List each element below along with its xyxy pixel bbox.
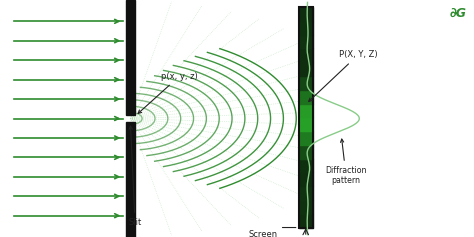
Bar — [299, 117, 313, 131]
Bar — [299, 186, 313, 200]
Bar — [299, 173, 313, 186]
Text: Screen: Screen — [248, 230, 277, 237]
Bar — [299, 76, 313, 90]
Bar — [299, 159, 313, 173]
Bar — [299, 48, 313, 62]
Bar — [299, 104, 313, 117]
Bar — [126, 122, 135, 237]
Bar — [299, 62, 313, 76]
Text: P(X, Y, Z): P(X, Y, Z) — [309, 50, 377, 101]
Text: Slit: Slit — [128, 126, 142, 227]
Bar — [299, 200, 313, 214]
Text: Diffraction
pattern: Diffraction pattern — [325, 139, 367, 185]
Bar — [299, 7, 313, 228]
Bar — [299, 7, 313, 21]
Bar — [299, 35, 313, 48]
Text: p(x, y, z): p(x, y, z) — [138, 72, 198, 114]
Text: ∂G: ∂G — [450, 7, 467, 20]
Bar — [299, 21, 313, 35]
Bar — [299, 131, 313, 145]
Bar — [299, 145, 313, 159]
Bar — [299, 90, 313, 104]
Bar — [126, 0, 135, 115]
Bar — [299, 214, 313, 228]
